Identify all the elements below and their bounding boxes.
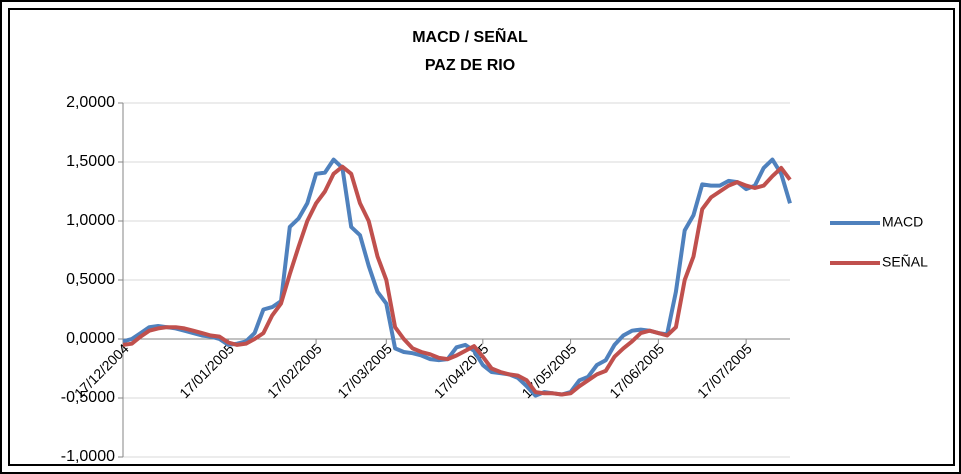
chart-frame — [8, 8, 955, 466]
y-tick-label: 1,5000 — [66, 153, 115, 170]
chart-subtitle: PAZ DE RIO — [425, 57, 515, 74]
y-tick-label: 0,5000 — [66, 271, 115, 288]
y-tick-label: 1,0000 — [66, 212, 115, 229]
legend-label: SEÑAL — [882, 254, 928, 270]
y-tick-label: 0,0000 — [66, 330, 115, 347]
legend-label: MACD — [882, 214, 923, 230]
y-tick-label: -1,0000 — [61, 448, 115, 465]
series-line — [122, 164, 792, 397]
chart-title: MACD / SEÑAL — [412, 26, 528, 46]
y-tick-label: -0,5000 — [61, 389, 115, 406]
y-tick-label: 2,0000 — [66, 94, 115, 111]
